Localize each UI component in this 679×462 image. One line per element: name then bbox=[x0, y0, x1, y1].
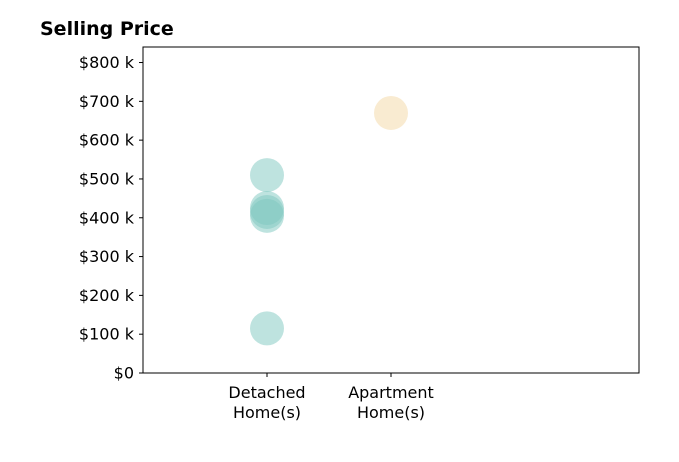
y-tick-label: $0 bbox=[114, 364, 134, 383]
chart-title: Selling Price bbox=[40, 18, 174, 40]
y-tick-label: $500 k bbox=[79, 169, 135, 188]
x-tick-label: Apartment Home(s) bbox=[348, 383, 434, 422]
data-point bbox=[250, 311, 284, 346]
data-point bbox=[374, 95, 408, 130]
data-point bbox=[250, 198, 284, 233]
y-tick-label: $400 k bbox=[79, 208, 135, 227]
data-points bbox=[250, 95, 408, 346]
x-tick-label: Detached Home(s) bbox=[228, 383, 305, 422]
y-tick-label: $700 k bbox=[79, 92, 135, 111]
y-tick-label: $200 k bbox=[79, 286, 135, 305]
plot-area-frame bbox=[142, 46, 640, 374]
y-tick-label: $100 k bbox=[79, 325, 135, 344]
y-tick-label: $600 k bbox=[79, 131, 135, 150]
y-tick-label: $300 k bbox=[79, 247, 135, 266]
x-axis: Detached Home(s) Apartment Home(s) bbox=[228, 373, 434, 422]
y-axis: $0 $100 k $200 k $300 k $400 k $500 k $600 k $7… bbox=[79, 53, 143, 383]
data-point bbox=[250, 158, 284, 193]
y-tick-label: $800 k bbox=[79, 53, 135, 72]
